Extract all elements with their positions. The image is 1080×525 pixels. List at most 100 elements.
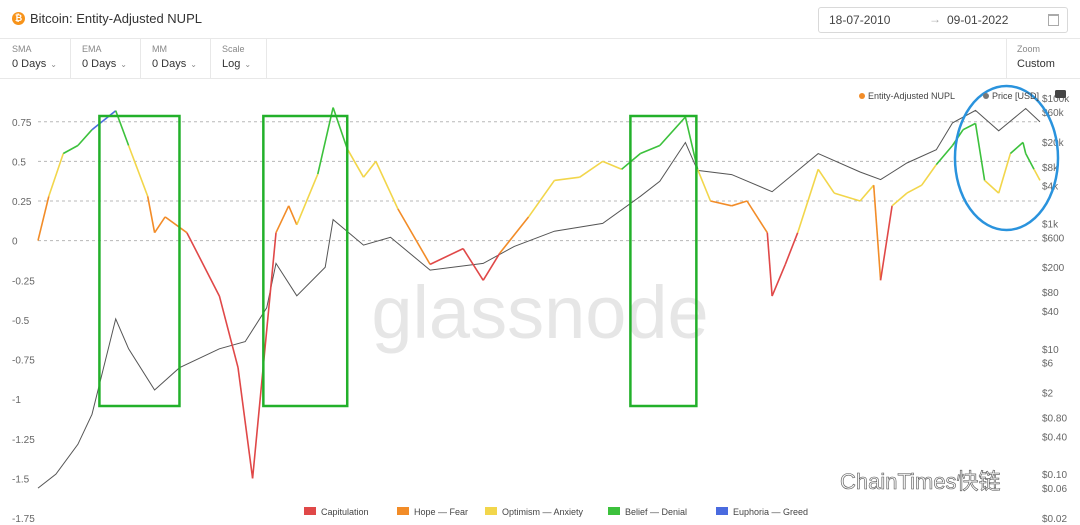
scale-control[interactable]: Scale Log ⌄ xyxy=(210,38,267,78)
mm-label: MM xyxy=(152,44,167,54)
nupl-segment xyxy=(186,232,221,297)
nupl-segment xyxy=(48,153,65,197)
right-tick-label: $40 xyxy=(1042,307,1059,318)
nupl-segment xyxy=(921,164,937,186)
sma-value: 0 Days xyxy=(12,58,47,70)
chevron-down-icon: ⌄ xyxy=(50,60,57,69)
chevron-down-icon: ⌄ xyxy=(120,60,127,69)
right-tick-label: $600 xyxy=(1042,233,1065,244)
left-tick-label: -1.25 xyxy=(12,435,35,446)
annotation-green-box xyxy=(98,114,181,408)
ema-label: EMA xyxy=(82,44,102,54)
ema-value: 0 Days xyxy=(82,58,117,70)
left-tick-label: -1.5 xyxy=(12,474,30,485)
nupl-segment xyxy=(746,200,768,234)
right-tick-label: $6 xyxy=(1042,359,1054,370)
nupl-segment xyxy=(659,116,686,147)
nupl-segment xyxy=(1033,168,1041,181)
nupl-segment xyxy=(397,208,431,265)
nupl-segment xyxy=(482,252,501,281)
top-legend-dot xyxy=(859,93,865,99)
bottom-legend-label: Optimism — Anxiety xyxy=(502,507,584,517)
nupl-segment xyxy=(984,179,1000,194)
sma-control[interactable]: SMA 0 Days ⌄ xyxy=(0,38,71,78)
right-tick-label: $20k xyxy=(1042,138,1065,149)
scale-select[interactable]: Log ⌄ xyxy=(222,58,251,70)
nupl-segment xyxy=(766,232,773,297)
bottom-legend-swatch xyxy=(716,507,728,515)
nupl-segment xyxy=(696,168,712,202)
nupl-segment xyxy=(1022,142,1027,154)
nupl-segment xyxy=(974,123,986,181)
left-tick-label: 0.5 xyxy=(12,157,26,168)
scale-label: Scale xyxy=(222,44,245,54)
nupl-segment xyxy=(1024,153,1035,170)
nupl-segment xyxy=(127,145,149,197)
nupl-segment xyxy=(146,196,156,233)
ema-control[interactable]: EMA 0 Days ⌄ xyxy=(70,38,141,78)
nupl-segment xyxy=(77,129,93,147)
left-tick-label: -0.25 xyxy=(12,276,35,287)
left-tick-label: 0.25 xyxy=(12,197,32,208)
zoom-value[interactable]: Custom xyxy=(1017,58,1055,70)
nupl-segment xyxy=(1009,141,1024,155)
nupl-segment xyxy=(462,248,484,281)
nupl-segment xyxy=(731,200,748,207)
bottom-legend-swatch xyxy=(397,507,409,515)
right-tick-label: $10 xyxy=(1042,345,1059,356)
camera-icon xyxy=(1055,90,1066,98)
nupl-segment xyxy=(362,160,377,178)
mm-value: 0 Days xyxy=(152,58,187,70)
nupl-segment xyxy=(962,122,976,131)
left-tick-label: -1 xyxy=(12,395,21,406)
nupl-segment xyxy=(602,160,622,171)
chart-controls: SMA 0 Days ⌄ EMA 0 Days ⌄ MM 0 Days ⌄ Scale… xyxy=(0,38,1080,79)
nupl-segment xyxy=(872,185,882,281)
date-from[interactable]: 18-07-2010 xyxy=(829,13,891,27)
nupl-chart: glassnode 0.75 0.5 0.25 0 -0.25 -0.5 -0.75 -1 -1.… xyxy=(12,84,1070,525)
right-tick-label: $0.06 xyxy=(1042,484,1067,495)
right-tick-label: $0.10 xyxy=(1042,470,1067,481)
nupl-segment xyxy=(296,173,319,226)
zoom-control[interactable]: Zoom Custom xyxy=(1006,38,1080,78)
date-to[interactable]: 09-01-2022 xyxy=(947,13,1009,27)
nupl-segment xyxy=(710,200,732,207)
zoom-label: Zoom xyxy=(1017,44,1041,54)
annotation-green-box xyxy=(262,114,349,408)
right-tick-label: $80 xyxy=(1042,288,1059,299)
chevron-down-icon: ⌄ xyxy=(190,60,197,69)
calendar-icon[interactable] xyxy=(1048,14,1059,26)
bottom-legend-swatch xyxy=(304,507,316,515)
top-legend-dot xyxy=(983,93,989,99)
nupl-segment xyxy=(997,153,1012,194)
bottom-legend-label: Hope — Fear xyxy=(414,507,468,517)
nupl-segment xyxy=(153,216,166,234)
corner-watermark: ChainTimes快链 xyxy=(840,469,1001,494)
nupl-segment xyxy=(879,205,893,281)
top-bar: ₿ Bitcoin: Entity-Adjusted NUPL 18-07-20… xyxy=(0,0,1080,39)
left-tick-label: 0 xyxy=(12,237,18,248)
chart-title: Bitcoin: Entity-Adjusted NUPL xyxy=(30,11,202,26)
ema-select[interactable]: 0 Days ⌄ xyxy=(82,58,127,70)
nupl-segment xyxy=(218,295,239,368)
bottom-legend-label: Belief — Denial xyxy=(625,507,687,517)
right-tick-label: $2 xyxy=(1042,389,1054,400)
date-range-picker[interactable]: 18-07-2010 → 09-01-2022 xyxy=(818,7,1068,33)
nupl-segment xyxy=(499,216,530,254)
right-tick-label: $0.80 xyxy=(1042,414,1067,425)
nupl-segment xyxy=(859,184,875,202)
nupl-segment xyxy=(935,144,954,166)
nupl-segment xyxy=(906,184,923,194)
watermark: glassnode xyxy=(371,271,708,354)
nupl-segment xyxy=(332,107,348,149)
nupl-segment xyxy=(164,216,188,234)
right-tick-label: $4k xyxy=(1042,182,1059,193)
mm-select[interactable]: 0 Days ⌄ xyxy=(152,58,197,70)
sma-select[interactable]: 0 Days ⌄ xyxy=(12,58,57,70)
nupl-segment xyxy=(579,160,604,178)
left-tick-label: -0.75 xyxy=(12,356,35,367)
mm-control[interactable]: MM 0 Days ⌄ xyxy=(140,38,211,78)
nupl-segment xyxy=(771,264,787,297)
chevron-down-icon: ⌄ xyxy=(244,60,252,69)
bitcoin-logo-icon: ₿ xyxy=(12,12,25,25)
